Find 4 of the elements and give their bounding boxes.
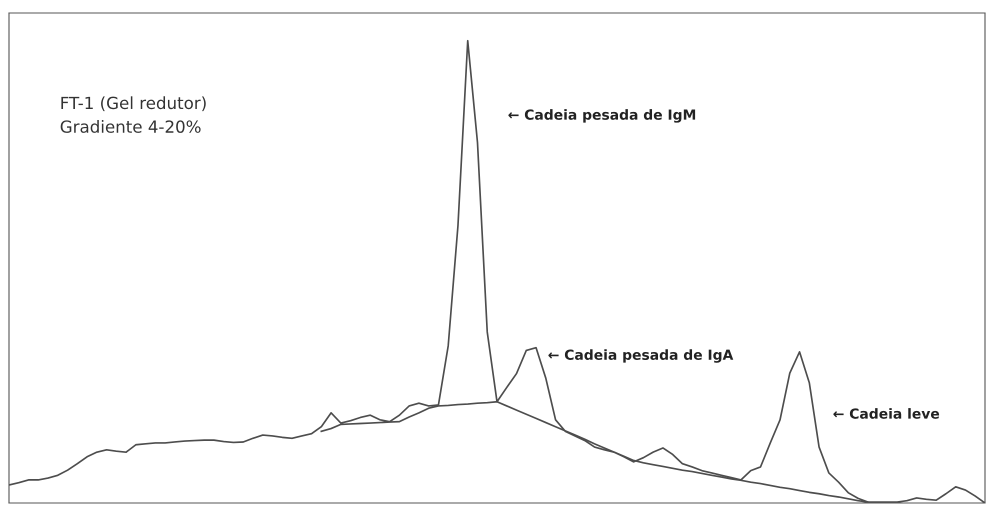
annotation: FT-1 (Gel redutor) Gradiente 4-20% bbox=[60, 96, 206, 133]
annotation: ← Cadeia leve bbox=[833, 408, 940, 419]
annotation: ← Cadeia pesada de IgA bbox=[548, 349, 734, 363]
annotation: ← Cadeia pesada de IgM bbox=[508, 109, 696, 123]
